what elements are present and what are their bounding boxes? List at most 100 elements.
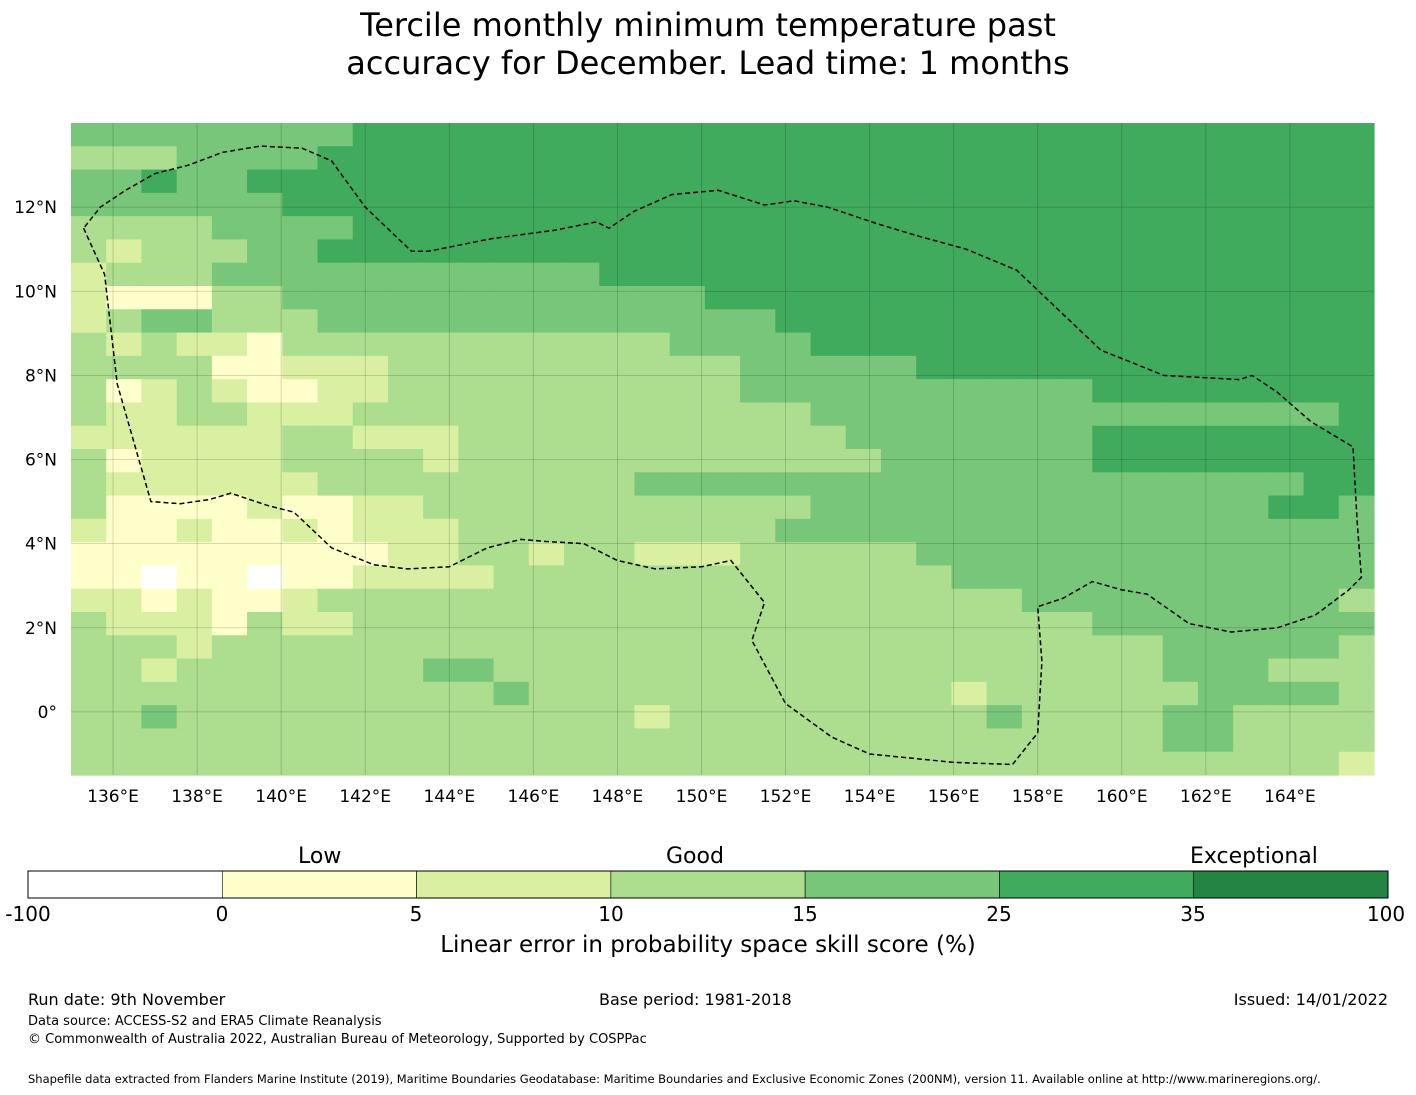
map-cell xyxy=(141,425,178,450)
map-cell xyxy=(1268,658,1305,683)
map-cell xyxy=(211,635,248,660)
lat-tick-label: 6°N xyxy=(25,451,57,471)
map-cell xyxy=(176,309,213,334)
map-cell xyxy=(1268,495,1305,520)
map-cell xyxy=(669,658,706,683)
map-cell xyxy=(458,146,495,171)
map-cell xyxy=(423,449,459,473)
map-cell xyxy=(106,612,143,636)
map-cell xyxy=(247,565,283,590)
map-cell xyxy=(1092,192,1129,217)
map-cell xyxy=(528,239,565,264)
map-cell xyxy=(810,518,847,543)
map-cell xyxy=(1233,402,1269,427)
map-cell xyxy=(387,192,424,217)
map-cell xyxy=(317,472,354,497)
map-cell xyxy=(986,123,1023,147)
map-cell xyxy=(1338,681,1375,706)
map-cell xyxy=(387,146,424,171)
map-cell xyxy=(247,518,283,543)
map-cell xyxy=(71,239,107,264)
map-cell xyxy=(1127,728,1164,753)
map-cell xyxy=(1092,542,1129,567)
map-cell xyxy=(282,635,319,660)
map-cell xyxy=(775,588,812,613)
map-cell xyxy=(317,565,354,590)
map-cell xyxy=(1268,146,1305,171)
map-cell xyxy=(528,542,565,567)
map-cell xyxy=(211,146,248,171)
map-cell xyxy=(986,146,1023,171)
map-cell xyxy=(1197,239,1234,264)
map-cell xyxy=(317,518,354,543)
map-cell xyxy=(106,705,143,730)
map-cell xyxy=(352,379,389,404)
map-cell xyxy=(493,332,530,357)
map-cell xyxy=(493,123,530,147)
map-cell xyxy=(704,472,741,497)
map-cell xyxy=(71,309,107,334)
map-cell xyxy=(1197,309,1234,334)
map-cell xyxy=(387,286,424,310)
lon-tick-label: 158°E xyxy=(1012,787,1064,807)
map-cell xyxy=(1092,239,1129,264)
map-cell xyxy=(317,728,354,753)
map-cell xyxy=(986,612,1023,636)
map-cell xyxy=(247,635,283,660)
map-cell xyxy=(599,495,636,520)
map-cell xyxy=(1197,565,1234,590)
map-cell xyxy=(176,286,213,310)
map-cell xyxy=(634,472,671,497)
map-cell xyxy=(704,192,741,217)
map-cell xyxy=(423,239,459,264)
lon-tick-label: 160°E xyxy=(1096,787,1148,807)
map-cell xyxy=(1162,216,1199,241)
map-cell xyxy=(1127,216,1164,241)
colorbar-tick: 0 xyxy=(215,902,229,926)
map-cell xyxy=(1268,355,1305,380)
map-cell xyxy=(564,216,600,241)
map-cell xyxy=(176,705,213,730)
map-cell xyxy=(916,192,953,217)
map-cell xyxy=(1303,542,1340,567)
map-cell xyxy=(317,402,354,427)
map-cell xyxy=(845,705,882,730)
map-cell xyxy=(71,751,107,776)
map-cell xyxy=(810,495,847,520)
map-cell xyxy=(1092,379,1129,404)
map-cell xyxy=(1162,286,1199,310)
map-cell xyxy=(71,518,107,543)
map-cell xyxy=(599,588,636,613)
map-cell xyxy=(387,635,424,660)
map-cell xyxy=(1092,705,1129,730)
map-cell xyxy=(352,565,389,590)
map-cell xyxy=(141,658,178,683)
map-cell xyxy=(106,565,143,590)
map-cell xyxy=(986,192,1023,217)
map-cell xyxy=(564,123,600,147)
map-cell xyxy=(1303,216,1340,241)
map-cell xyxy=(1057,751,1093,776)
map-cell xyxy=(1233,449,1269,473)
map-cell xyxy=(493,449,530,473)
map-cell xyxy=(845,658,882,683)
map-cell xyxy=(810,425,847,450)
map-cell xyxy=(669,239,706,264)
map-cell xyxy=(880,239,917,264)
map-cell xyxy=(1057,612,1093,636)
map-cell xyxy=(1021,449,1058,473)
map-cell xyxy=(1162,146,1199,171)
map-cell xyxy=(1021,262,1058,287)
map-cell xyxy=(211,355,248,380)
map-cell xyxy=(458,518,495,543)
map-cell xyxy=(599,425,636,450)
map-cell xyxy=(317,332,354,357)
map-cell xyxy=(352,402,389,427)
map-cell xyxy=(775,449,812,473)
map-cell xyxy=(1057,379,1093,404)
map-cell xyxy=(1197,705,1234,730)
map-cell xyxy=(423,728,459,753)
map-cell xyxy=(211,425,248,450)
map-cell xyxy=(1021,588,1058,613)
map-cell xyxy=(1197,495,1234,520)
